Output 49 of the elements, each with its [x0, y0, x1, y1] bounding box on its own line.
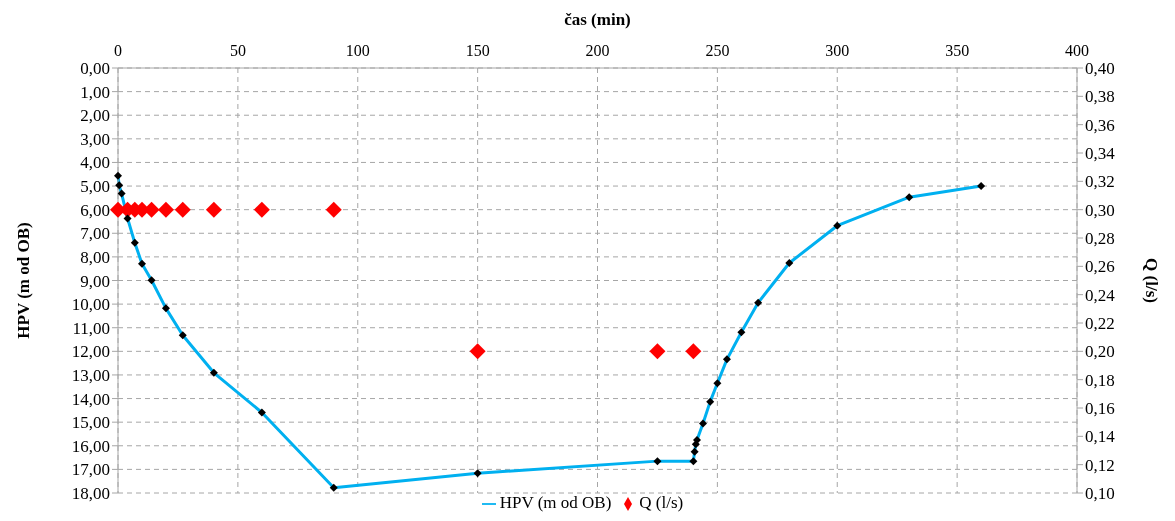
y2-tick-label: 0,22	[1085, 314, 1115, 334]
y-tick-label: 6,00	[80, 200, 110, 220]
y2-tick-label: 0,10	[1085, 484, 1115, 504]
y2-tick-label: 0,30	[1085, 200, 1115, 220]
x-tick-label: 400	[1065, 42, 1089, 59]
x-tick-label: 100	[345, 42, 370, 59]
legend-label: Q (l/s)	[639, 493, 684, 512]
y2-tick-label: 0,32	[1085, 172, 1115, 192]
y2-tick-label: 0,20	[1085, 342, 1115, 362]
x-tick-label: 300	[825, 42, 850, 59]
y-tick-label: 17,00	[71, 460, 110, 480]
y2-tick-label: 0,38	[1085, 87, 1115, 107]
legend-label: HPV (m od OB)	[499, 493, 612, 512]
x-tick-label: 250	[705, 42, 730, 59]
y-tick-label: 10,00	[71, 295, 110, 315]
y-axis-title: HPV (m od OB)	[14, 222, 34, 339]
y2-tick-label: 0,16	[1085, 399, 1115, 419]
y2-tick-label: 0,40	[1085, 59, 1115, 79]
y-tick-label: 18,00	[71, 484, 110, 504]
y-tick-label: 15,00	[71, 413, 110, 433]
y2-tick-label: 0,14	[1085, 427, 1116, 447]
x-tick-label: 150	[465, 42, 490, 59]
y-tick-label: 16,00	[71, 436, 110, 456]
y2-tick-label: 0,12	[1085, 455, 1115, 475]
y-tick-label: 8,00	[80, 247, 110, 267]
y-tick-label: 11,00	[72, 318, 110, 338]
y2-tick-label: 0,36	[1085, 115, 1115, 135]
y-tick-label: 1,00	[80, 82, 110, 102]
y-tick-label: 5,00	[80, 177, 110, 197]
x-tick-label: 50	[229, 42, 246, 59]
x-tick-label: 350	[945, 42, 970, 59]
y-tick-label: 4,00	[80, 153, 110, 173]
y2-axis-title: Q (l/s)	[1141, 258, 1161, 303]
y-tick-label: 14,00	[71, 389, 110, 409]
y2-tick-label: 0,18	[1085, 370, 1115, 390]
y2-tick-label: 0,24	[1085, 285, 1116, 305]
y-tick-label: 0,00	[80, 59, 110, 79]
y-tick-label: 13,00	[71, 365, 110, 385]
y-tick-label: 9,00	[80, 271, 110, 291]
x-tick-label: 200	[585, 42, 610, 59]
y-tick-label: 3,00	[80, 129, 110, 149]
y2-tick-label: 0,34	[1085, 144, 1116, 164]
x-axis-title: čas (min)	[564, 10, 631, 30]
x-tick-label: 0	[114, 42, 122, 59]
y-tick-label: 7,00	[80, 224, 110, 244]
y2-tick-label: 0,26	[1085, 257, 1115, 277]
y2-tick-label: 0,28	[1085, 229, 1115, 249]
y-tick-label: 2,00	[80, 106, 110, 126]
y-tick-label: 12,00	[71, 342, 110, 362]
